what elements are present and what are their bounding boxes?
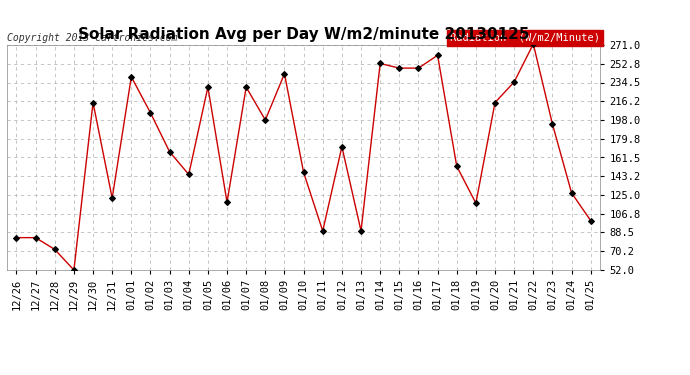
Point: [355, 228, 366, 234]
Point: [184, 171, 195, 177]
Text: Copyright 2013 Cartronics.com: Copyright 2013 Cartronics.com: [7, 33, 177, 43]
Point: [126, 74, 137, 80]
Point: [88, 99, 99, 105]
Point: [298, 170, 309, 176]
Point: [451, 163, 462, 169]
Point: [489, 99, 500, 105]
Point: [202, 84, 213, 90]
Point: [394, 65, 405, 71]
Point: [471, 200, 482, 206]
Text: Radiation  (W/m2/Minute): Radiation (W/m2/Minute): [451, 33, 600, 43]
Point: [241, 84, 252, 90]
Point: [145, 110, 156, 116]
Point: [509, 79, 520, 85]
Point: [547, 121, 558, 127]
Point: [221, 199, 233, 205]
Point: [528, 41, 539, 47]
Point: [11, 235, 22, 241]
Point: [585, 217, 596, 223]
Point: [49, 246, 60, 252]
Point: [336, 144, 347, 150]
Point: [260, 117, 271, 123]
Point: [566, 190, 577, 196]
Point: [375, 60, 386, 66]
Point: [413, 65, 424, 71]
Point: [279, 71, 290, 77]
Point: [317, 228, 328, 234]
Point: [68, 267, 79, 273]
Title: Solar Radiation Avg per Day W/m2/minute 20130125: Solar Radiation Avg per Day W/m2/minute …: [78, 27, 529, 42]
Point: [164, 149, 175, 155]
Point: [107, 195, 118, 201]
Point: [30, 235, 41, 241]
Point: [432, 52, 443, 58]
